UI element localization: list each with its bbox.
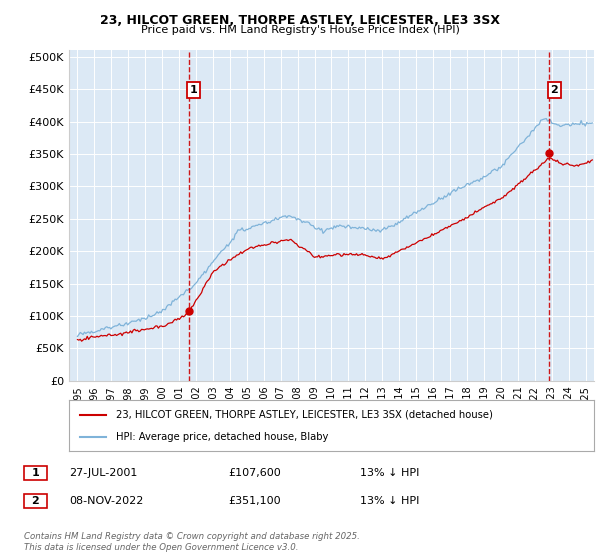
Text: Price paid vs. HM Land Registry's House Price Index (HPI): Price paid vs. HM Land Registry's House … bbox=[140, 25, 460, 35]
Text: 13% ↓ HPI: 13% ↓ HPI bbox=[360, 468, 419, 478]
Text: 23, HILCOT GREEN, THORPE ASTLEY, LEICESTER, LE3 3SX (detached house): 23, HILCOT GREEN, THORPE ASTLEY, LEICEST… bbox=[116, 409, 493, 419]
Text: 23, HILCOT GREEN, THORPE ASTLEY, LEICESTER, LE3 3SX: 23, HILCOT GREEN, THORPE ASTLEY, LEICEST… bbox=[100, 14, 500, 27]
Text: 27-JUL-2001: 27-JUL-2001 bbox=[69, 468, 137, 478]
Text: HPI: Average price, detached house, Blaby: HPI: Average price, detached house, Blab… bbox=[116, 432, 329, 442]
Text: 2: 2 bbox=[32, 496, 39, 506]
Text: £351,100: £351,100 bbox=[228, 496, 281, 506]
Text: £107,600: £107,600 bbox=[228, 468, 281, 478]
Text: 1: 1 bbox=[190, 85, 197, 95]
Text: 08-NOV-2022: 08-NOV-2022 bbox=[69, 496, 143, 506]
Text: 13% ↓ HPI: 13% ↓ HPI bbox=[360, 496, 419, 506]
Text: Contains HM Land Registry data © Crown copyright and database right 2025.
This d: Contains HM Land Registry data © Crown c… bbox=[24, 532, 360, 552]
Text: 2: 2 bbox=[550, 85, 558, 95]
Text: 1: 1 bbox=[32, 468, 39, 478]
